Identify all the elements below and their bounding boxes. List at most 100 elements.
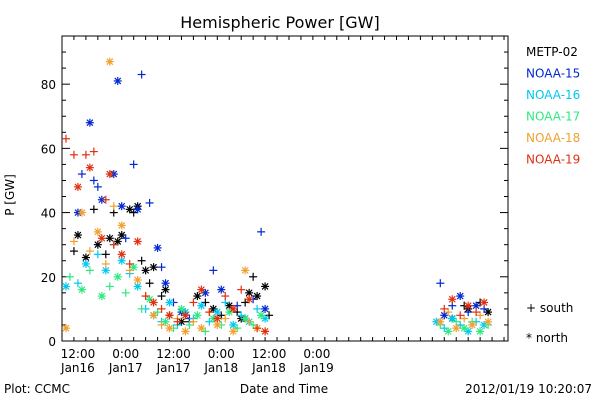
data-point-noaa-18: [133, 276, 142, 284]
data-point-noaa-18: [229, 327, 238, 336]
data-point-metp-02: [101, 250, 110, 259]
y-tick-label: 60: [41, 142, 56, 156]
data-point-noaa-15: [456, 292, 465, 301]
data-point-noaa-19: [229, 304, 238, 313]
data-point-noaa-19: [133, 237, 142, 246]
data-points: [61, 57, 493, 336]
data-point-noaa-17: [65, 272, 74, 281]
data-point-metp-02: [93, 240, 102, 249]
x-tick-time-label: 0:00: [303, 347, 330, 361]
data-point-metp-02: [145, 279, 154, 288]
data-point-noaa-17: [193, 311, 202, 320]
data-point-noaa-19: [189, 298, 198, 307]
data-point-metp-02: [245, 288, 254, 297]
data-point-noaa-18: [117, 221, 126, 230]
data-point-noaa-16: [197, 301, 206, 310]
data-point-noaa-19: [109, 240, 118, 249]
data-point-noaa-19: [125, 259, 134, 268]
data-point-noaa-15: [133, 205, 142, 214]
data-point-noaa-19: [221, 292, 230, 301]
data-point-noaa-19: [89, 147, 98, 156]
plot-area: [61, 35, 509, 342]
data-point-noaa-18: [93, 227, 102, 236]
data-point-noaa-19: [81, 150, 90, 159]
data-point-noaa-19: [197, 285, 206, 294]
plot-credit: Plot: CCMC: [4, 382, 70, 396]
data-point-metp-02: [193, 292, 202, 301]
data-point-noaa-17: [121, 288, 130, 297]
data-point-noaa-18: [245, 317, 254, 326]
data-point-noaa-15: [436, 279, 445, 288]
data-point-noaa-19: [141, 292, 150, 301]
data-point-noaa-15: [117, 202, 126, 211]
data-point-noaa-19: [213, 314, 222, 323]
data-point-metp-02: [89, 205, 98, 214]
data-point-noaa-15: [85, 118, 94, 127]
x-tick-date-label: Jan17: [108, 361, 143, 375]
data-point-noaa-19: [261, 327, 270, 336]
data-point-noaa-17: [97, 292, 106, 301]
x-tick-time-label: 0:00: [208, 347, 235, 361]
x-tick-date-label: Jan19: [299, 361, 334, 375]
data-point-noaa-17: [177, 304, 186, 313]
data-point-noaa-18: [241, 266, 250, 275]
data-point-noaa-18: [468, 320, 477, 329]
data-point-noaa-16: [93, 250, 102, 259]
data-point-noaa-19: [480, 298, 489, 307]
data-point-noaa-19: [73, 182, 82, 191]
data-point-noaa-17: [113, 272, 122, 281]
data-point-noaa-19: [61, 134, 70, 143]
legend-symbol-south: + south: [526, 301, 573, 315]
legend-item-noaa-19: NOAA-19: [526, 153, 580, 167]
data-point-metp-02: [157, 292, 166, 301]
data-point-noaa-17: [476, 327, 485, 336]
data-point-noaa-19: [173, 317, 182, 326]
data-point-noaa-15: [129, 160, 138, 169]
data-point-noaa-19: [69, 150, 78, 159]
data-point-noaa-19: [448, 295, 457, 304]
data-point-noaa-18: [484, 317, 493, 326]
data-point-noaa-18: [189, 317, 198, 326]
data-point-noaa-15: [113, 76, 122, 85]
x-tick-date-label: Jan16: [60, 361, 95, 375]
data-point-noaa-19: [245, 295, 254, 304]
data-point-noaa-15: [261, 304, 270, 313]
data-point-noaa-15: [145, 198, 154, 207]
data-point-noaa-18: [69, 237, 78, 246]
data-point-noaa-18: [77, 208, 86, 217]
y-axis: 0 20 40 60 80: [41, 35, 508, 349]
data-point-noaa-18: [452, 324, 461, 333]
plot-timestamp: 2012/01/19 10:20:07: [465, 382, 592, 396]
data-point-noaa-17: [137, 304, 146, 313]
y-axis-label: P [GW]: [3, 174, 17, 216]
data-point-noaa-15: [161, 279, 170, 288]
data-point-noaa-15: [157, 263, 166, 272]
data-point-noaa-18: [105, 57, 114, 66]
data-point-noaa-17: [77, 285, 86, 294]
y-tick-label: 20: [41, 271, 56, 285]
y-tick-label: 80: [41, 78, 56, 92]
data-point-noaa-19: [440, 304, 449, 313]
legend-item-noaa-17: NOAA-17: [526, 110, 580, 124]
data-point-noaa-19: [456, 311, 465, 320]
data-point-metp-02: [105, 234, 114, 243]
data-point-noaa-19: [464, 301, 473, 310]
data-point-noaa-18: [221, 314, 230, 323]
data-point-noaa-15: [77, 170, 86, 179]
data-point-noaa-15: [137, 70, 146, 79]
data-point-metp-02: [261, 282, 270, 291]
x-tick-date-label: Jan18: [251, 361, 286, 375]
legend: METP-02 NOAA-15 NOAA-16 NOAA-17 NOAA-18 NOAA-…: [526, 45, 580, 345]
data-point-noaa-19: [253, 324, 262, 333]
data-point-noaa-17: [257, 311, 266, 320]
data-point-noaa-17: [85, 266, 94, 275]
data-point-noaa-18: [85, 247, 94, 256]
data-point-noaa-19: [149, 298, 158, 307]
data-point-noaa-15: [217, 285, 226, 294]
data-point-noaa-17: [444, 327, 453, 336]
data-point-metp-02: [161, 285, 170, 294]
data-point-noaa-18: [109, 202, 118, 211]
data-point-metp-02: [141, 266, 150, 275]
data-point-noaa-19: [85, 163, 94, 172]
